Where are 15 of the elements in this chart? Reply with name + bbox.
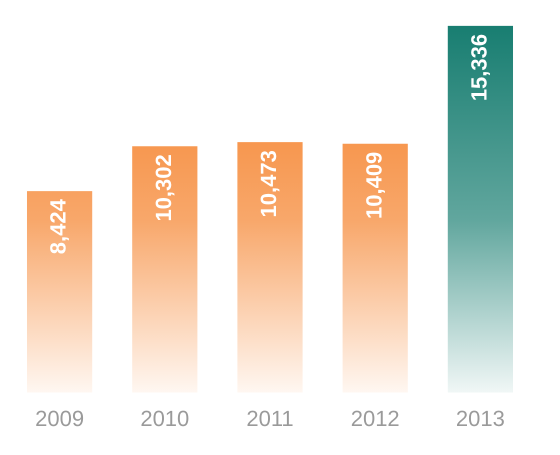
x-tick-label: 2012 (350, 406, 400, 431)
data-label: 8,424 (46, 198, 71, 254)
data-label: 10,473 (256, 150, 282, 218)
bar (132, 146, 198, 393)
x-tick-label: 2011 (246, 406, 294, 431)
data-label: 10,409 (361, 152, 386, 219)
data-label: 10,302 (150, 154, 176, 222)
bar (26, 191, 92, 393)
bar (448, 26, 514, 393)
x-tick-label: 2010 (140, 406, 190, 431)
x-tick-label: 2013 (456, 406, 505, 431)
bar (342, 144, 408, 393)
bar (237, 142, 303, 393)
data-label: 15,336 (466, 34, 492, 102)
x-tick-label: 2009 (35, 406, 84, 431)
